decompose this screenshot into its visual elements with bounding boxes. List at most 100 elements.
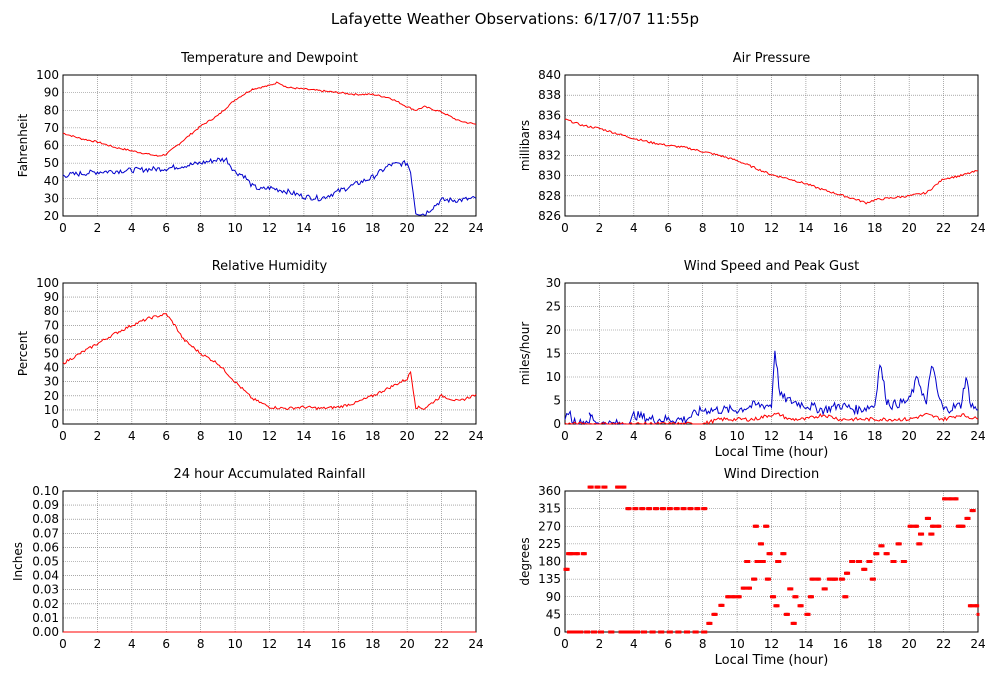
wind-direction-point	[676, 507, 680, 511]
y-tick-label: 50	[44, 156, 59, 170]
y-tick-label: 30	[546, 276, 561, 290]
y-tick-label: 90	[44, 290, 59, 304]
y-tick-label: 0.01	[32, 611, 59, 625]
wind-direction-point	[933, 524, 937, 528]
wind-direction-point	[859, 560, 863, 563]
x-tick-label: 2	[94, 637, 102, 651]
wind-direction-point	[773, 595, 777, 599]
y-axis-label: degrees	[518, 537, 532, 585]
wind-direction-point	[618, 485, 622, 489]
x-tick-label: 16	[331, 637, 346, 651]
y-tick-label: 836	[538, 108, 561, 122]
wind-direction-point	[590, 485, 594, 489]
y-tick-label: 0	[553, 625, 561, 639]
wind-direction-point	[601, 630, 605, 634]
x-tick-label: 14	[296, 637, 311, 651]
wind-direction-point	[817, 577, 821, 581]
wind-direction-point	[754, 577, 758, 581]
x-tick-label: 4	[630, 221, 638, 235]
wind-direction-point	[938, 524, 942, 528]
wind-direction-point	[704, 630, 708, 634]
x-tick-label: 22	[936, 637, 951, 651]
y-axis-label: Fahrenheit	[16, 113, 30, 177]
y-tick-label: 15	[546, 347, 561, 361]
wind-direction-point	[910, 524, 914, 528]
wind-direction-point	[661, 630, 665, 634]
x-tick-label: 0	[561, 221, 569, 235]
wind-direction-point	[845, 595, 849, 599]
x-tick-label: 22	[434, 637, 449, 651]
x-tick-label: 22	[434, 221, 449, 235]
x-tick-label: 0	[59, 429, 67, 443]
y-tick-label: 828	[538, 189, 561, 203]
x-tick-label: 14	[296, 429, 311, 443]
wind-direction-point	[835, 577, 839, 581]
x-tick-label: 6	[664, 637, 672, 651]
y-tick-label: 0.00	[32, 625, 59, 639]
x-tick-label: 12	[262, 221, 277, 235]
y-tick-label: 180	[538, 555, 561, 569]
wind-direction-point	[950, 497, 954, 501]
plot-frame	[564, 490, 979, 633]
chart-title: Wind Speed and Peak Gust	[684, 259, 859, 274]
x-axis-label: Local Time (hour)	[715, 445, 829, 460]
wind-direction-point	[783, 552, 787, 556]
y-tick-label: 0.09	[32, 498, 59, 512]
wind-direction-point	[637, 630, 641, 634]
x-tick-label: 0	[59, 221, 67, 235]
wind-direction-point	[921, 532, 925, 536]
x-tick-label: 12	[262, 429, 277, 443]
x-tick-label: 18	[365, 429, 380, 443]
wind-direction-point	[786, 612, 790, 616]
x-tick-label: 20	[902, 429, 917, 443]
wind-direction-point	[669, 507, 673, 511]
y-tick-label: 90	[546, 590, 561, 604]
x-tick-label: 22	[434, 429, 449, 443]
y-tick-label: 0	[51, 417, 59, 431]
y-tick-label: 0.08	[32, 512, 59, 526]
wind-direction-point	[738, 595, 742, 599]
x-tick-label: 16	[331, 221, 346, 235]
wind-direction-point	[697, 507, 701, 511]
x-tick-label: 2	[94, 221, 102, 235]
x-tick-label: 2	[94, 429, 102, 443]
x-tick-label: 16	[833, 637, 848, 651]
x-tick-label: 2	[596, 429, 604, 443]
wind-direction-point	[733, 595, 737, 599]
y-tick-label: 225	[538, 537, 561, 551]
x-tick-label: 6	[664, 429, 672, 443]
wind-direction-point	[687, 630, 691, 634]
wind-direction-point	[587, 630, 591, 634]
x-tick-label: 18	[365, 637, 380, 651]
wind-direction-point	[778, 560, 782, 563]
chart-title: Relative Humidity	[212, 259, 328, 274]
y-tick-label: 0.03	[32, 583, 59, 597]
wind-direction-point	[970, 604, 974, 608]
y-tick-label: 30	[44, 191, 59, 205]
page-title: Lafayette Weather Observations: 6/17/07 …	[331, 10, 699, 28]
y-tick-label: 830	[538, 169, 561, 183]
chart-rain: 0 2 4 6 8 10 12 14 16 18 20 22 240.000.010.020.030.0…	[11, 467, 484, 651]
wind-direction-point	[793, 621, 797, 625]
wind-direction-point	[743, 586, 747, 590]
wind-direction-point	[915, 524, 919, 528]
x-tick-label: 10	[729, 637, 744, 651]
wind-direction-point	[662, 507, 666, 511]
chart-title: Wind Direction	[724, 467, 820, 482]
x-tick-label: 18	[867, 429, 882, 443]
wind-direction-point	[678, 630, 682, 634]
x-tick-label: 12	[764, 429, 779, 443]
wind-direction-point	[652, 630, 656, 634]
wind-direction-point	[824, 587, 828, 591]
series-line-red	[62, 313, 477, 411]
x-tick-label: 4	[630, 637, 638, 651]
y-tick-label: 70	[44, 318, 59, 332]
y-tick-label: 0.02	[32, 597, 59, 611]
x-tick-label: 12	[764, 637, 779, 651]
x-tick-label: 12	[764, 221, 779, 235]
y-tick-label: 10	[44, 403, 59, 417]
x-tick-label: 4	[630, 429, 638, 443]
wind-direction-point	[869, 560, 873, 563]
wind-direction-point	[580, 630, 584, 634]
x-tick-label: 6	[162, 221, 170, 235]
